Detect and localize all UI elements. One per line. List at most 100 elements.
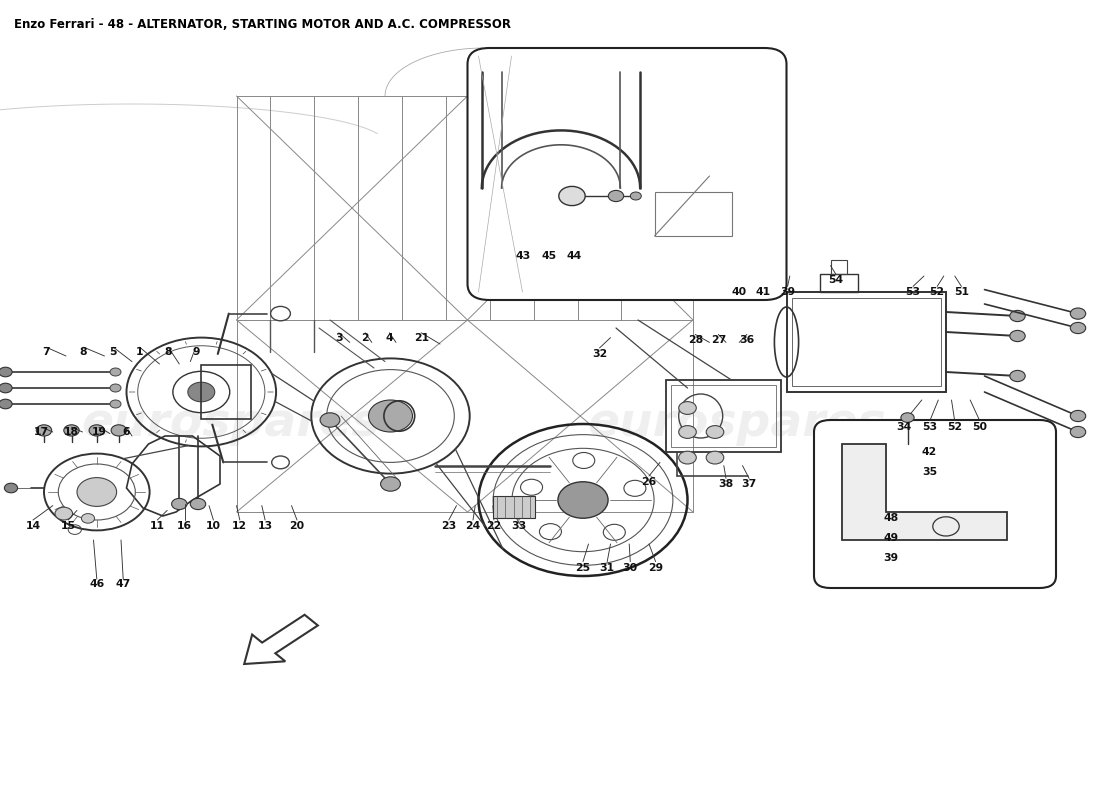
Bar: [493, 496, 535, 518]
Text: 8: 8: [80, 347, 87, 357]
Bar: [820, 274, 858, 292]
Circle shape: [172, 498, 187, 510]
Circle shape: [901, 413, 914, 422]
Text: 46: 46: [89, 579, 104, 589]
Text: 44: 44: [566, 251, 582, 261]
Text: 19: 19: [91, 427, 107, 437]
Text: 13: 13: [257, 522, 273, 531]
Text: 53: 53: [905, 287, 921, 297]
Circle shape: [1070, 322, 1086, 334]
Text: 10: 10: [206, 522, 221, 531]
Circle shape: [81, 514, 95, 523]
Text: 38: 38: [718, 479, 734, 489]
Text: 39: 39: [883, 553, 899, 562]
Text: 51: 51: [954, 287, 969, 297]
Bar: [830, 260, 847, 274]
Circle shape: [110, 384, 121, 392]
Text: 28: 28: [688, 335, 703, 345]
Circle shape: [111, 425, 126, 436]
Text: 16: 16: [177, 522, 192, 531]
Circle shape: [381, 477, 400, 491]
FancyBboxPatch shape: [468, 48, 786, 300]
Text: 21: 21: [414, 333, 429, 342]
Text: 47: 47: [116, 579, 131, 589]
Polygon shape: [842, 444, 1006, 540]
Text: 33: 33: [512, 522, 527, 531]
Circle shape: [0, 399, 12, 409]
Circle shape: [0, 367, 12, 377]
Text: 20: 20: [289, 522, 305, 531]
Circle shape: [320, 413, 340, 427]
Text: 54: 54: [828, 275, 844, 285]
Text: eurospares: eurospares: [587, 402, 887, 446]
Text: 31: 31: [600, 563, 615, 573]
Circle shape: [608, 190, 624, 202]
Text: 25: 25: [575, 563, 591, 573]
Circle shape: [368, 400, 412, 432]
Text: 40: 40: [732, 287, 747, 297]
Circle shape: [89, 425, 104, 436]
Bar: [671, 385, 776, 447]
Circle shape: [679, 451, 696, 464]
Text: 52: 52: [930, 287, 945, 297]
Circle shape: [77, 478, 117, 506]
Text: 22: 22: [486, 522, 502, 531]
Text: 36: 36: [739, 335, 755, 345]
Text: 4: 4: [386, 333, 393, 342]
Circle shape: [679, 426, 696, 438]
Bar: [786, 292, 946, 392]
Text: 43: 43: [516, 251, 531, 261]
Text: 5: 5: [110, 347, 117, 357]
Circle shape: [558, 482, 608, 518]
Circle shape: [559, 186, 585, 206]
Circle shape: [110, 368, 121, 376]
Bar: [666, 380, 781, 452]
Circle shape: [0, 383, 12, 393]
Text: 18: 18: [64, 427, 79, 437]
Text: 50: 50: [972, 422, 988, 432]
Bar: [792, 298, 940, 386]
Text: 9: 9: [192, 347, 199, 357]
Text: 52: 52: [947, 422, 962, 432]
Text: 26: 26: [641, 477, 657, 486]
Text: 49: 49: [883, 534, 899, 543]
FancyBboxPatch shape: [814, 420, 1056, 588]
Circle shape: [1070, 308, 1086, 319]
Circle shape: [4, 483, 18, 493]
Text: 6: 6: [123, 427, 130, 437]
Text: 30: 30: [623, 563, 638, 573]
Text: 17: 17: [34, 427, 50, 437]
Text: 53: 53: [922, 422, 937, 432]
Text: 39: 39: [780, 287, 795, 297]
Text: 37: 37: [741, 479, 757, 489]
Text: 11: 11: [150, 522, 165, 531]
Text: 27: 27: [711, 335, 726, 345]
Circle shape: [706, 426, 724, 438]
Circle shape: [630, 192, 641, 200]
Text: 32: 32: [592, 349, 607, 358]
Circle shape: [679, 402, 696, 414]
Circle shape: [1070, 426, 1086, 438]
Text: 48: 48: [883, 514, 899, 523]
Polygon shape: [244, 614, 318, 664]
Text: 15: 15: [60, 522, 76, 531]
Circle shape: [190, 498, 206, 510]
Bar: [201, 365, 251, 419]
Text: 7: 7: [43, 347, 50, 357]
Text: 14: 14: [25, 522, 41, 531]
Text: 45: 45: [541, 251, 557, 261]
Circle shape: [1070, 410, 1086, 422]
Text: 34: 34: [896, 422, 912, 432]
Circle shape: [55, 507, 73, 520]
Bar: [654, 192, 732, 236]
Circle shape: [36, 425, 52, 436]
Circle shape: [1010, 370, 1025, 382]
Circle shape: [1010, 330, 1025, 342]
Text: 42: 42: [922, 447, 937, 457]
Text: 23: 23: [441, 522, 456, 531]
Text: eurospares: eurospares: [81, 402, 381, 446]
Circle shape: [110, 400, 121, 408]
Circle shape: [188, 382, 214, 402]
Circle shape: [64, 425, 79, 436]
Text: 24: 24: [465, 522, 481, 531]
